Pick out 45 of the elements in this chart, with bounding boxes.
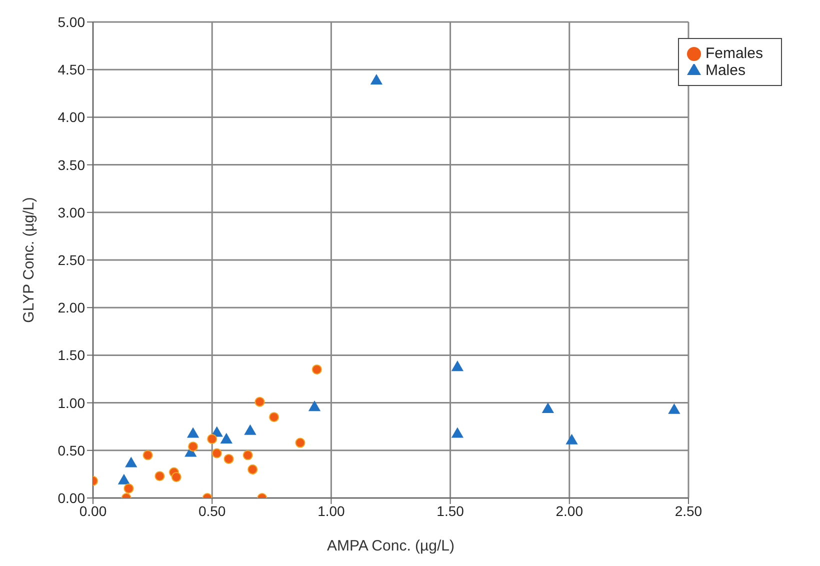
point [224, 454, 234, 464]
y-tick-label: 1.00 [58, 394, 86, 411]
y-tick-label: 3.50 [58, 156, 86, 173]
point [188, 442, 198, 452]
y-axis-title: GLYP Conc. (µg/L) [20, 197, 38, 323]
point [186, 427, 200, 438]
point [244, 424, 256, 435]
point [566, 434, 578, 444]
x-axis-title: AMPA Conc. (µg/L) [326, 538, 455, 555]
point [451, 360, 464, 372]
point [668, 403, 680, 414]
y-tick-label: 4.50 [58, 62, 86, 78]
point [312, 364, 322, 374]
x-tick-label: 2.50 [674, 502, 702, 519]
point [451, 427, 464, 438]
point [207, 434, 218, 444]
point [295, 438, 306, 448]
point [212, 448, 222, 458]
point [308, 400, 321, 412]
point [254, 396, 265, 407]
point [220, 432, 232, 444]
point [542, 402, 554, 413]
y-tick-label: 0.50 [58, 442, 86, 458]
point [171, 472, 182, 482]
y-tick-label: 5.00 [58, 14, 86, 30]
point [125, 456, 138, 468]
point [142, 450, 153, 460]
point [248, 464, 258, 474]
y-tick-label: 1.50 [58, 347, 86, 364]
x-tick-label: 1.00 [318, 502, 346, 519]
legend-label: Females [705, 45, 763, 62]
y-tick-label: 4.00 [58, 109, 86, 126]
y-tick-label: 2.00 [58, 300, 86, 316]
x-tick-label: 1.50 [436, 502, 464, 519]
point [269, 412, 280, 422]
x-tick-label: 2.00 [556, 502, 584, 519]
legend-label: Males [705, 62, 746, 79]
point [124, 483, 134, 494]
point [118, 474, 130, 484]
point [370, 74, 383, 85]
point [242, 450, 253, 460]
x-tick-label: 0.50 [198, 502, 226, 519]
point [154, 471, 165, 482]
y-tick-label: 2.50 [58, 252, 86, 268]
y-tick-label: 3.00 [58, 204, 86, 220]
